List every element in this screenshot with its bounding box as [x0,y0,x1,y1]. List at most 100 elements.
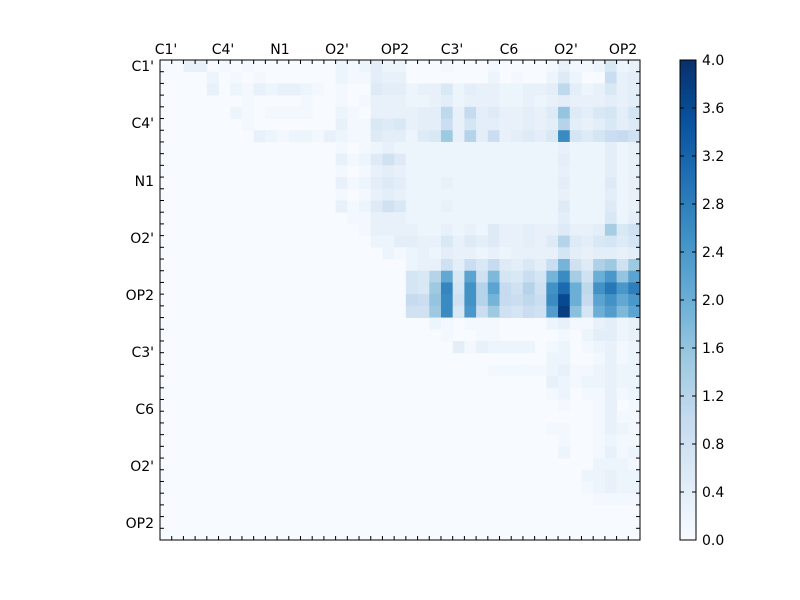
heatmap-cell [511,223,524,237]
heatmap-cell [476,212,489,225]
heatmap-cell [558,259,571,272]
heatmap-cell [558,305,571,318]
heatmap-cell [511,259,524,272]
heatmap-cell [534,235,547,248]
heatmap-cell [581,481,594,494]
heatmap-cell [628,411,641,424]
heatmap-cell [253,83,266,96]
heatmap-cell [604,317,617,330]
heatmap-cell [628,95,641,108]
x-tick-label: C1' [155,42,178,58]
heatmap-cell [534,364,547,377]
heatmap-cell [230,83,243,96]
heatmap-cell [628,118,641,131]
heatmap-cell [581,60,594,73]
heatmap-cell [616,106,629,119]
heatmap-cell [616,446,629,459]
heatmap-cell [347,200,360,213]
heatmap-cell [359,153,372,166]
heatmap-cell [628,294,641,307]
heatmap-cell [593,329,606,342]
heatmap-cell [335,153,348,166]
heatmap-cell [417,223,430,237]
heatmap-cell [499,212,512,225]
heatmap-cell [487,141,500,155]
heatmap-cell [440,188,454,201]
heatmap-cell [370,130,383,143]
heatmap-cell [429,282,442,295]
heatmap-cell [464,141,477,155]
heatmap-cell [546,305,559,318]
heatmap-cell [569,60,582,73]
heatmap-cell [476,305,489,318]
heatmap-cell [452,95,465,108]
heatmap-cell [359,60,372,73]
heatmap-cell [417,200,430,213]
heatmap-cell [405,247,418,260]
heatmap-cell [593,177,606,190]
heatmap-cell [546,95,559,108]
heatmap-cell [534,223,547,237]
x-tick-label: C6 [500,42,519,58]
heatmap-cell [476,294,489,307]
heatmap-cell [241,106,255,119]
heatmap-cell [569,177,582,190]
heatmap-cell [394,106,407,119]
heatmap-cell [464,83,477,96]
x-tick-label: O2' [325,42,349,58]
heatmap-cell [394,118,407,131]
heatmap-cell [558,422,571,436]
heatmap-cell [429,317,442,330]
heatmap-cell [604,177,617,190]
heatmap-cell [616,212,629,225]
heatmap-cell [265,130,278,143]
heatmap-cell [616,270,629,283]
heatmap-cell [452,305,465,318]
heatmap-cell [464,247,477,260]
x-tick-label: OP2 [609,42,637,58]
heatmap-cell [499,282,512,295]
heatmap-cell [464,188,477,201]
heatmap-cell [487,83,500,96]
heatmap-cell [370,165,383,178]
heatmap-cell [452,270,465,283]
heatmap-cell [511,141,524,155]
heatmap-cell [394,60,407,73]
heatmap-cell [616,364,629,377]
heatmap-cell [558,141,571,155]
heatmap-cell [628,399,641,412]
heatmap-cell [534,200,547,213]
heatmap-cell [405,188,418,201]
heatmap-cell [464,177,477,190]
heatmap-cell [628,387,641,400]
heatmap-cell [241,95,255,108]
heatmap-cell [464,305,477,318]
heatmap-cell [616,422,629,436]
heatmap-cell [440,294,454,307]
heatmap-cell [499,235,512,248]
heatmap-cell [511,270,524,283]
x-tick-label: O2' [554,42,578,58]
heatmap-cell [417,247,430,260]
heatmap-cell [359,130,372,143]
heatmap-cell [440,118,454,131]
heatmap-cell [487,130,500,143]
heatmap-cell [511,340,524,354]
heatmap-cell [593,118,606,131]
heatmap-cell [604,446,617,459]
heatmap-cell [534,106,547,119]
heatmap-cell [359,71,372,84]
heatmap-cell [604,458,617,471]
heatmap-cell [604,352,617,365]
heatmap-cell [522,247,536,260]
heatmap-cell [616,95,629,108]
heatmap-cell [394,83,407,96]
heatmap-cell [370,153,383,166]
heatmap-cell [394,141,407,155]
heatmap-cell [569,71,582,84]
x-tick-label: C3' [441,42,464,58]
colorbar-tick-label: 0.0 [702,533,724,549]
heatmap-cell [522,364,536,377]
heatmap-cell [487,317,500,330]
heatmap-cell [593,458,606,471]
